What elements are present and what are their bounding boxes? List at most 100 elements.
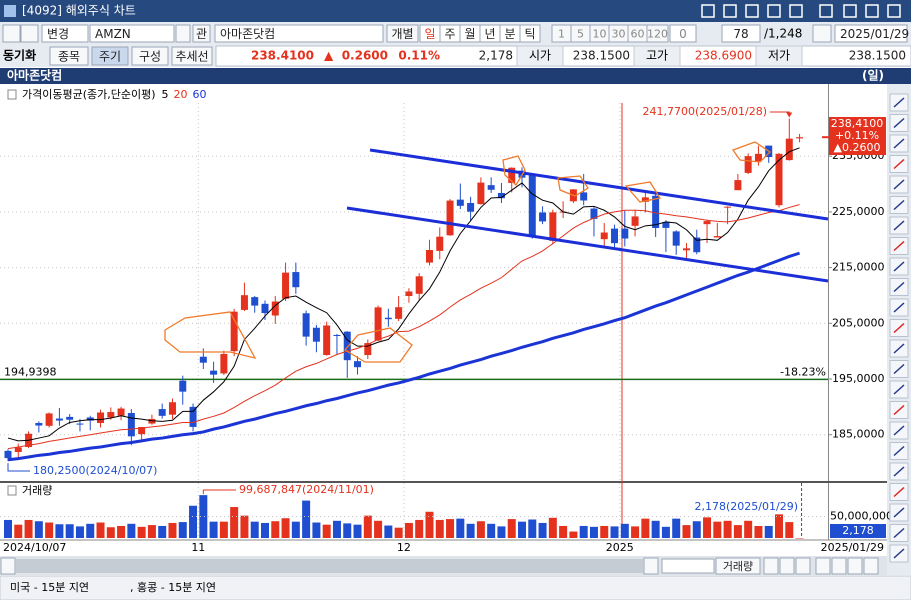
- reference-label: 194,9398: [4, 365, 57, 378]
- candle-body: [271, 301, 279, 316]
- interval-input[interactable]: [669, 24, 697, 43]
- watch-button-label[interactable]: 관: [196, 27, 207, 41]
- interval-button-label[interactable]: 60: [631, 28, 645, 41]
- trendline: [369, 148, 829, 221]
- window-button[interactable]: [819, 4, 833, 18]
- interval-button-label[interactable]: 1: [558, 28, 565, 41]
- candle-body: [724, 206, 732, 208]
- interval-button[interactable]: [646, 24, 669, 43]
- interval-button-label[interactable]: 120: [647, 28, 668, 41]
- scroll-control[interactable]: [831, 557, 847, 575]
- change-combo-label[interactable]: 변경: [47, 27, 69, 41]
- tab-button[interactable]: [131, 46, 169, 66]
- window-button[interactable]: [887, 4, 901, 18]
- symbol-combo-label[interactable]: AMZN: [95, 27, 131, 41]
- prev-button[interactable]: [20, 24, 39, 43]
- tab-button-label[interactable]: 종목: [58, 50, 80, 64]
- period-button-label[interactable]: 틱: [524, 27, 535, 41]
- tool-icon: [893, 158, 905, 170]
- quote-label-cell: [633, 45, 681, 67]
- candle-body: [528, 174, 536, 237]
- volume-bar: [569, 531, 578, 538]
- scroll-control[interactable]: [779, 557, 795, 575]
- individual-button[interactable]: [386, 24, 419, 43]
- tab-button[interactable]: [49, 46, 89, 66]
- volume-bar: [600, 525, 609, 538]
- scroll-right[interactable]: [643, 557, 659, 575]
- count-input-label[interactable]: 78: [733, 27, 748, 41]
- volume-button[interactable]: [715, 557, 761, 575]
- scroll-control[interactable]: [815, 557, 831, 575]
- scroll-control[interactable]: [863, 557, 879, 575]
- name-field[interactable]: [214, 24, 384, 43]
- candle-body: [652, 195, 660, 228]
- volume-bar: [446, 519, 455, 538]
- first-button[interactable]: [2, 24, 21, 43]
- y-tick-label: 225,0000: [832, 205, 885, 218]
- interval-button-label[interactable]: 5: [577, 28, 584, 41]
- change-combo[interactable]: [41, 24, 89, 43]
- period-button-label[interactable]: 월: [464, 27, 475, 41]
- scroll-control[interactable]: [763, 557, 779, 575]
- search-button[interactable]: [175, 24, 191, 43]
- candle-body: [497, 192, 505, 199]
- zoom-slider[interactable]: [661, 558, 715, 574]
- period-button[interactable]: [519, 24, 541, 43]
- tab-button-label[interactable]: 주기: [99, 50, 121, 64]
- volume-button-label[interactable]: 거래량: [723, 560, 753, 573]
- low-annotation: 180,2500(2024/10/07): [33, 464, 157, 477]
- window-button[interactable]: [767, 4, 781, 18]
- scroll-track[interactable]: [16, 559, 643, 573]
- date-field[interactable]: [834, 24, 908, 43]
- indicator-label: 가격이동평균(종가,단순이평): [22, 88, 156, 101]
- volume-bar: [106, 527, 115, 538]
- candle-body: [436, 236, 444, 251]
- tool-icon: [893, 343, 905, 354]
- x-tick-label: 12: [397, 541, 411, 554]
- volume-bar: [487, 523, 496, 538]
- volume-bar: [661, 526, 670, 538]
- window-button[interactable]: [745, 4, 759, 18]
- candle-body: [292, 272, 300, 288]
- watch-button[interactable]: [192, 24, 211, 43]
- scroll-control[interactable]: [795, 557, 811, 575]
- window-button[interactable]: [723, 4, 737, 18]
- interval-button-label[interactable]: 10: [593, 28, 607, 41]
- candle-body: [97, 412, 105, 424]
- volume-bar: [713, 521, 722, 538]
- window-button[interactable]: [865, 4, 879, 18]
- period-button-label[interactable]: 분: [504, 27, 515, 41]
- volume-bar: [96, 522, 105, 538]
- individual-button-label[interactable]: 개별: [391, 27, 413, 41]
- volume-bar: [189, 505, 198, 538]
- moving-average-line: [7, 204, 800, 450]
- volume-bar: [55, 524, 64, 538]
- period-button-label[interactable]: 일: [424, 27, 435, 41]
- window-button[interactable]: [701, 4, 715, 18]
- symbol-combo[interactable]: [89, 24, 175, 43]
- date-field-label[interactable]: 2025/01/29: [840, 27, 909, 41]
- zoom-button[interactable]: [812, 24, 832, 43]
- window-button[interactable]: [843, 4, 857, 18]
- chart-area: [0, 84, 887, 556]
- window-button[interactable]: [789, 4, 803, 18]
- interval-input-label[interactable]: 0: [679, 27, 687, 41]
- period-button-label[interactable]: 년: [484, 27, 495, 41]
- count-input[interactable]: [721, 24, 761, 43]
- candle-body: [76, 423, 84, 425]
- tab-button-label[interactable]: 추세선: [175, 50, 208, 64]
- tab-button-label[interactable]: 구성: [139, 50, 161, 64]
- candle-body: [179, 380, 187, 392]
- period-button-label[interactable]: 주: [444, 27, 455, 41]
- status-hk: , 홍콩 - 15분 지연: [130, 580, 216, 594]
- interval-button-label[interactable]: 30: [612, 28, 626, 41]
- scroll-control[interactable]: [847, 557, 863, 575]
- chart-header: [0, 68, 911, 84]
- tab-button[interactable]: [91, 46, 129, 66]
- volume-bar: [75, 526, 84, 538]
- name-field-label[interactable]: 아마존닷컴: [220, 27, 275, 41]
- scroll-left[interactable]: [0, 557, 16, 575]
- candle-body: [107, 412, 115, 418]
- tool-icon: [893, 302, 905, 313]
- tab-button[interactable]: [171, 46, 213, 66]
